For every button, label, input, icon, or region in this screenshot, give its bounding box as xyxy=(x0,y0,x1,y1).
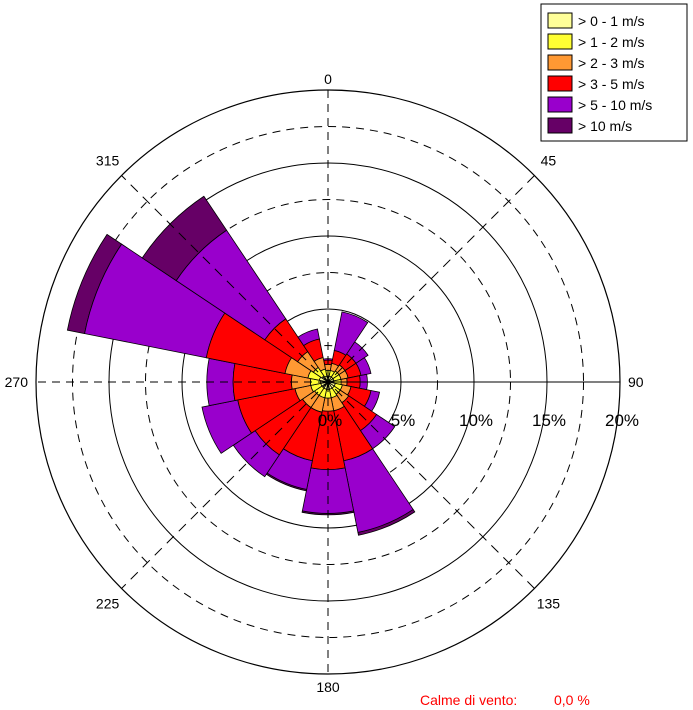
legend-label-4: > 3 - 5 m/s xyxy=(578,76,645,92)
direction-label-90: 90 xyxy=(628,374,644,390)
wind-sectors xyxy=(66,195,416,536)
legend-swatch-1 xyxy=(547,12,573,29)
legend-label-2: > 1 - 2 m/s xyxy=(578,34,645,50)
direction-label-135: 135 xyxy=(537,595,561,611)
legend-swatch-3 xyxy=(547,54,573,71)
sector-157.5-band-5 xyxy=(343,448,414,533)
direction-label-225: 225 xyxy=(96,595,120,611)
chart-labels: 0 45 90 135 180 225 270 315 0% 5% 10% 15% 20% xyxy=(5,71,644,695)
direction-label-315: 315 xyxy=(96,153,120,169)
calm-label: Calme di vento: xyxy=(420,692,517,708)
legend: > 0 - 1 m/s > 1 - 2 m/s > 2 - 3 m/s > 3 - 5… xyxy=(540,3,688,142)
calm-value: 0,0 % xyxy=(554,692,590,708)
radial-tick-label-20: 20% xyxy=(605,411,639,430)
sector-202.5 xyxy=(265,381,329,492)
radial-tick-label-10: 10% xyxy=(459,411,493,430)
legend-label-6: > 10 m/s xyxy=(578,118,632,134)
legend-label-5: > 5 - 10 m/s xyxy=(578,97,652,113)
legend-swatch-2 xyxy=(547,33,573,50)
legend-swatch-5 xyxy=(547,96,573,113)
legend-label-1: > 0 - 1 m/s xyxy=(578,13,645,29)
radial-tick-label-0: 0% xyxy=(318,411,343,430)
direction-label-270: 270 xyxy=(5,374,29,390)
sector-292.5 xyxy=(66,233,329,383)
direction-label-180: 180 xyxy=(316,679,340,695)
radial-tick-label-15: 15% xyxy=(532,411,566,430)
direction-label-45: 45 xyxy=(541,153,557,169)
legend-label-3: > 2 - 3 m/s xyxy=(578,55,645,71)
polar-axes xyxy=(36,90,620,674)
radial-tick-label-5: 5% xyxy=(391,411,416,430)
direction-label-0: 0 xyxy=(324,71,332,87)
sector-337.5 xyxy=(297,328,329,383)
legend-swatch-6 xyxy=(547,117,573,134)
sector-157.5 xyxy=(327,381,416,536)
legend-swatch-4 xyxy=(547,75,573,92)
